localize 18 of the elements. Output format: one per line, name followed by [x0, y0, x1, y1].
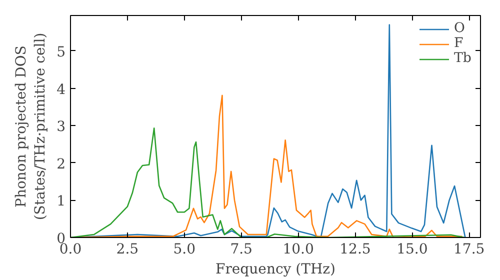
x-axis-title: Frequency (THz) — [215, 262, 336, 278]
y-tick-label: 1 — [56, 194, 66, 210]
y-tick-label: 2 — [56, 156, 66, 172]
x-tick-label: 17.5 — [454, 242, 485, 258]
legend-label: Tb — [454, 51, 472, 66]
y-tick-label: 3 — [56, 119, 66, 136]
legend-label: F — [454, 36, 464, 51]
x-tick-label: 15.0 — [396, 242, 428, 258]
y-tick-label: 4 — [56, 82, 66, 98]
y-tick-label: 5 — [56, 44, 66, 60]
x-tick-label: 10.0 — [282, 242, 314, 258]
x-tick-label: 5.0 — [173, 242, 196, 258]
legend-label: O — [454, 21, 466, 36]
x-tick-label: 2.5 — [116, 242, 139, 258]
line-series — [70, 128, 466, 238]
y-axis-title: Phonon projected DOS (States/THz·primitive cell) — [13, 32, 49, 220]
x-tick-label: 12.5 — [340, 242, 371, 258]
x-tick-label: 7.5 — [230, 242, 252, 258]
